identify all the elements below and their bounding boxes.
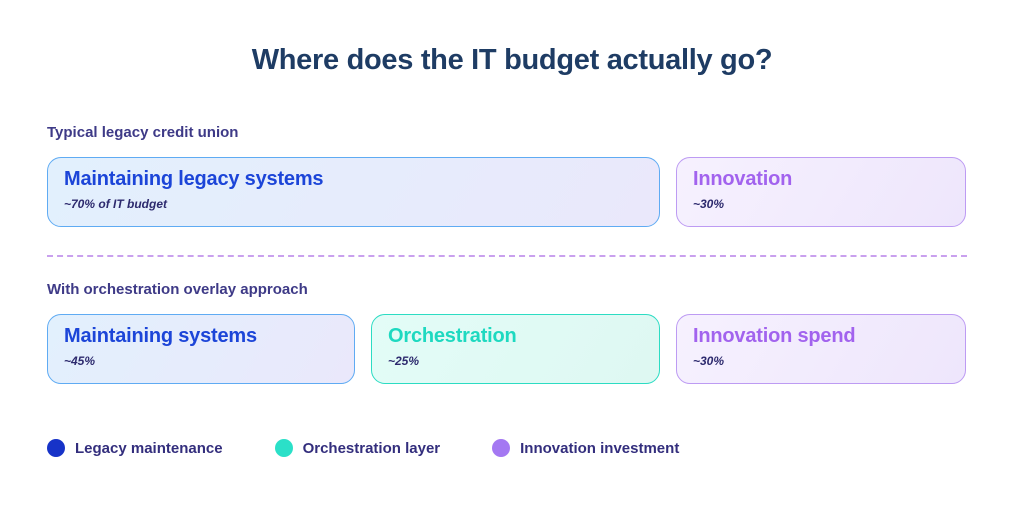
legacy-maintenance-dot-icon xyxy=(47,439,65,457)
legend-label: Innovation investment xyxy=(520,439,680,457)
legend-item-orchestration-layer: Orchestration layer xyxy=(274,439,441,457)
box-subtitle: ~25% xyxy=(388,354,420,368)
section-label-legacy-credit-union: Typical legacy credit union xyxy=(47,124,239,141)
budget-box-orchestration: Orchestration ~25% xyxy=(371,314,660,384)
budget-row-typical: Maintaining legacy systems ~70% of IT bu… xyxy=(47,157,966,227)
budget-box-innovation: Innovation ~30% xyxy=(676,157,966,227)
box-title: Maintaining legacy systems xyxy=(64,168,324,190)
legend-label: Legacy maintenance xyxy=(75,439,223,457)
budget-box-maintaining-legacy-systems: Maintaining legacy systems ~70% of IT bu… xyxy=(47,157,660,227)
budget-box-maintaining-systems: Maintaining systems ~45% xyxy=(47,314,355,384)
box-subtitle: ~30% xyxy=(693,197,725,211)
box-subtitle: ~30% xyxy=(693,354,725,368)
legend-label: Orchestration layer xyxy=(302,439,441,457)
legend-item-legacy-maintenance: Legacy maintenance xyxy=(47,439,223,457)
orchestration-layer-dot-icon xyxy=(274,439,293,457)
legend-item-innovation-investment: Innovation investment xyxy=(492,439,679,457)
box-title: Innovation spend xyxy=(693,325,856,347)
legend: Legacy maintenance Orchestration layer I… xyxy=(47,439,679,457)
box-title: Orchestration xyxy=(388,325,517,347)
budget-box-innovation-spend: Innovation spend ~30% xyxy=(676,314,966,384)
box-title: Innovation xyxy=(693,168,793,190)
section-label-orchestration-overlay: With orchestration overlay approach xyxy=(47,281,308,298)
page-title: Where does the IT budget actually go? xyxy=(251,44,773,76)
dashed-divider xyxy=(47,255,967,257)
box-subtitle: ~45% xyxy=(64,354,96,368)
box-title: Maintaining systems xyxy=(64,325,257,347)
budget-row-orchestration: Maintaining systems ~45% Orchestration ~… xyxy=(47,314,966,384)
box-subtitle: ~70% of IT budget xyxy=(64,197,168,211)
innovation-investment-dot-icon xyxy=(492,439,511,457)
